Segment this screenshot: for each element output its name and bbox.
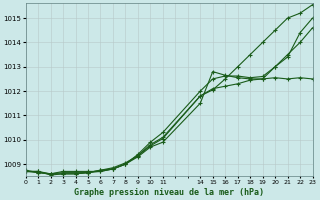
X-axis label: Graphe pression niveau de la mer (hPa): Graphe pression niveau de la mer (hPa) xyxy=(74,188,264,197)
